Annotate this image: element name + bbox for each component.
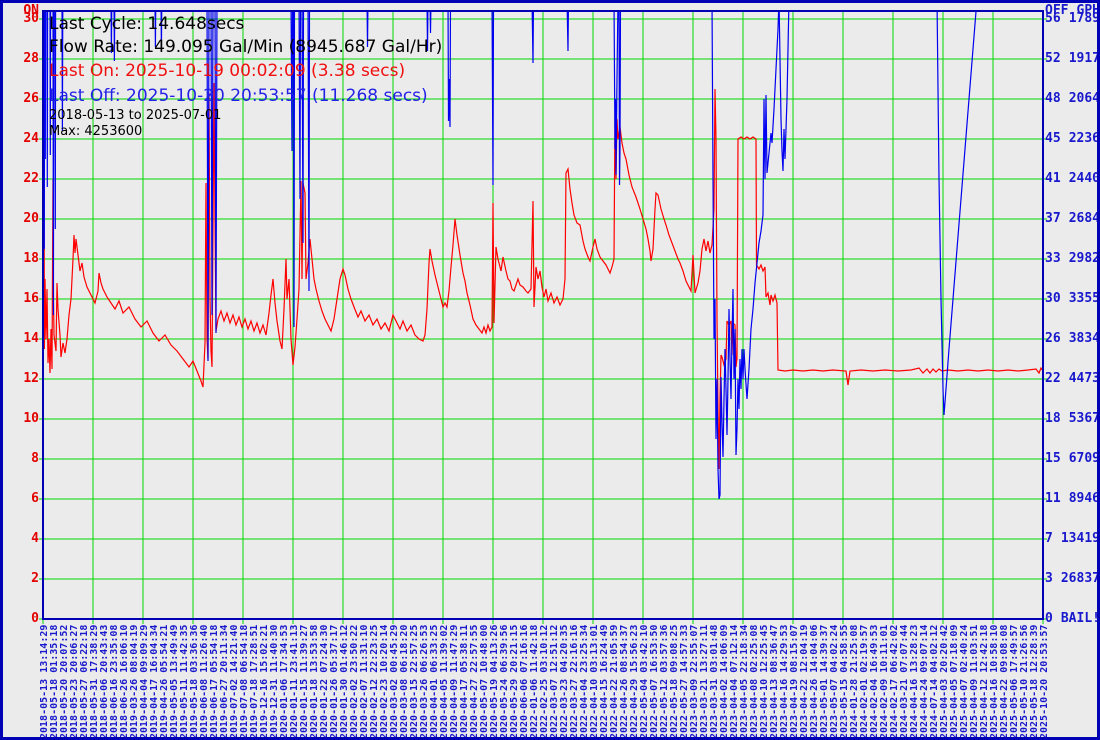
off-time-secs-series-line	[43, 11, 977, 500]
y-right-off-label: 52	[1045, 51, 1061, 66]
y-left-tick-label: 24	[23, 131, 39, 146]
y-right-off-label: 37	[1045, 211, 1061, 226]
y-right-gph-label: 8946	[1068, 491, 1100, 506]
y-right-gph-label: 2064	[1068, 91, 1100, 106]
y-left-tick-label: 18	[23, 251, 39, 266]
y-axis-right-title-gph: GPH	[1076, 3, 1100, 18]
y-right-off-label: 18	[1045, 411, 1061, 426]
y-left-tick-label: 12	[23, 371, 39, 386]
plot-frame	[42, 10, 1044, 620]
y-right-gph-label: BAIL!	[1060, 611, 1100, 626]
chart-plot-area	[39, 10, 1047, 624]
y-right-off-label: 30	[1045, 291, 1061, 306]
y-left-tick-label: 26	[23, 91, 39, 106]
y-left-tick-label: 2	[31, 571, 39, 586]
y-right-off-label: 41	[1045, 171, 1061, 186]
y-right-off-label: 7	[1045, 531, 1053, 546]
y-left-tick-label: 0	[31, 611, 39, 626]
y-axis-left-title: ON	[23, 3, 39, 18]
last-on-text: Last On: 2025-10-19 00:02:09 (3.38 secs)	[49, 61, 406, 81]
y-right-gph-label: 1789	[1068, 11, 1100, 26]
y-right-off-label: 15	[1045, 451, 1061, 466]
y-right-off-label: 11	[1045, 491, 1061, 506]
date-range-text: 2018-05-13 to 2025-07-01	[49, 108, 222, 123]
on-time-secs-series-line	[43, 82, 1043, 470]
y-right-gph-label: 3355	[1068, 291, 1100, 306]
y-right-gph-label: 2236	[1068, 131, 1100, 146]
y-left-tick-label: 22	[23, 171, 39, 186]
y-right-gph-label: 26837	[1060, 571, 1100, 586]
y-right-gph-label: 3834	[1068, 331, 1100, 346]
y-right-gph-label: 13419	[1060, 531, 1100, 546]
y-left-tick-label: 20	[23, 211, 39, 226]
y-left-tick-label: 6	[31, 491, 39, 506]
y-left-tick-label: 10	[23, 411, 39, 426]
y-right-off-label: 3	[1045, 571, 1053, 586]
last-cycle-text: Last Cycle: 14.648secs	[49, 14, 245, 34]
x-tick-label: 2025-10-20 20:53:57	[1039, 624, 1050, 739]
y-right-off-label: 45	[1045, 131, 1061, 146]
y-left-tick-label: 16	[23, 291, 39, 306]
y-right-gph-label: 6709	[1068, 451, 1100, 466]
y-left-tick-label: 30	[23, 11, 39, 26]
y-right-gph-label: 5367	[1068, 411, 1100, 426]
y-left-tick-label: 28	[23, 51, 39, 66]
y-right-gph-label: 2440	[1068, 171, 1100, 186]
y-left-tick-label: 8	[31, 451, 39, 466]
max-value-text: Max: 4253600	[49, 124, 143, 139]
flow-rate-text: Flow Rate: 149.095 Gal/Min (8945.687 Gal…	[49, 37, 443, 57]
y-right-off-label: 33	[1045, 251, 1061, 266]
y-right-off-label: 22	[1045, 371, 1061, 386]
last-off-text: Last Off: 2025-10-20 20:53:57 (11.268 se…	[49, 86, 428, 106]
y-right-gph-label: 2982	[1068, 251, 1100, 266]
y-right-gph-label: 2684	[1068, 211, 1100, 226]
y-right-off-label: 0	[1045, 611, 1053, 626]
y-right-gph-label: 4473	[1068, 371, 1100, 386]
y-right-off-label: 56	[1045, 11, 1061, 26]
y-left-tick-label: 14	[23, 331, 39, 346]
y-right-off-label: 26	[1045, 331, 1061, 346]
y-left-tick-label: 4	[31, 531, 39, 546]
y-right-off-label: 48	[1045, 91, 1061, 106]
y-right-gph-label: 1917	[1068, 51, 1100, 66]
y-axis-right-title-off: OFF	[1045, 3, 1069, 18]
